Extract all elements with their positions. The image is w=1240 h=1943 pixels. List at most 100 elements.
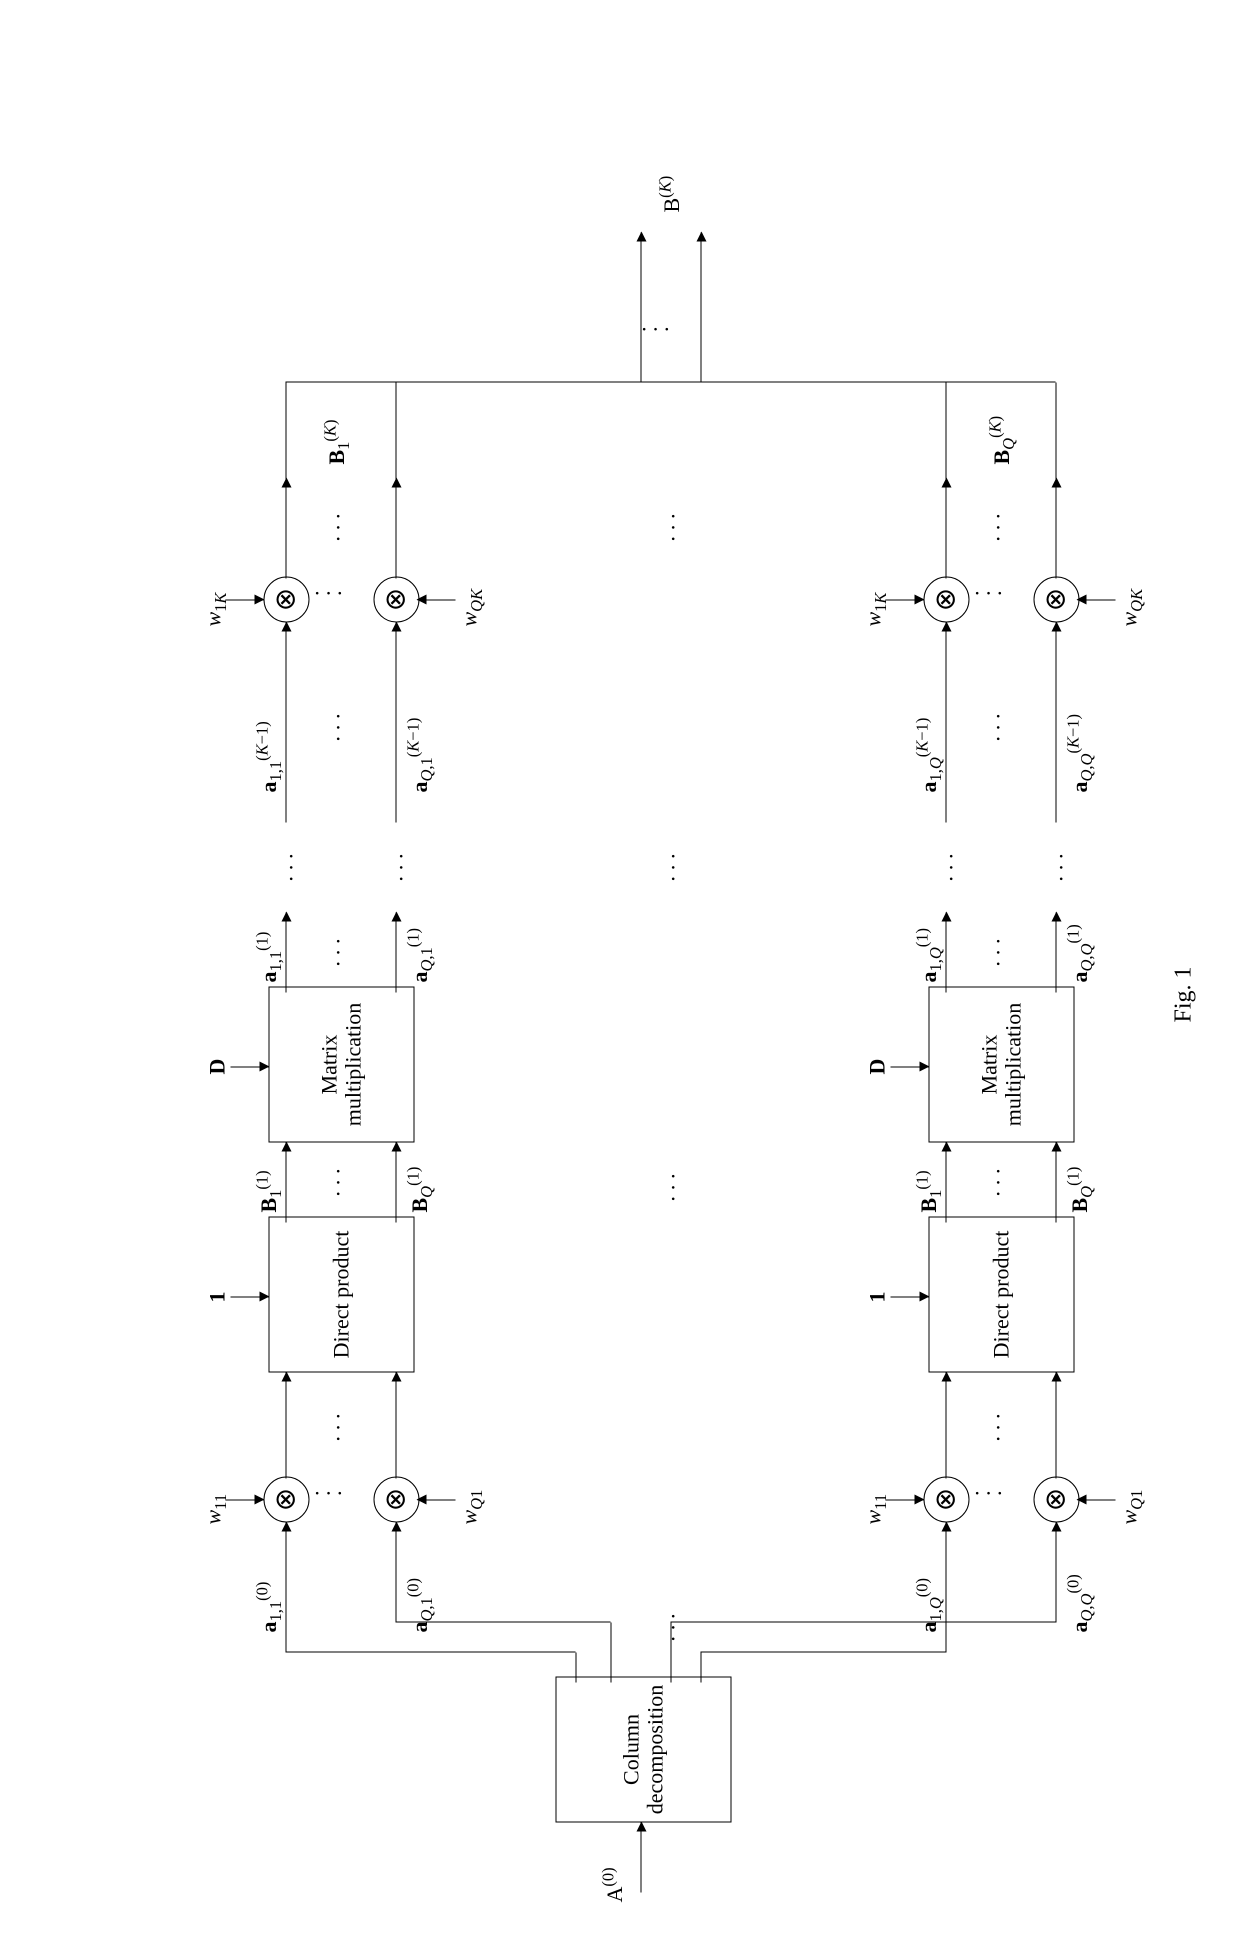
ellipsis-icon: ··· <box>326 1164 352 1198</box>
ellipsis-icon: ··· <box>986 934 1012 968</box>
ellipsis-icon: ··· <box>986 509 1012 543</box>
signal-BK-Q: BQ(K) <box>986 416 1020 465</box>
arrow <box>641 233 642 383</box>
ellipsis-icon: ··· <box>661 1169 687 1203</box>
input-label: A(0) <box>599 1867 628 1902</box>
ellipsis-icon: ··· <box>641 317 675 343</box>
multiply-icon: ⊗ <box>924 1477 970 1523</box>
signal-a0-Q1: aQ,1(0) <box>404 1578 438 1633</box>
ellipsis-icon: ··· <box>661 509 687 543</box>
ellipsis-icon: ··· <box>326 1409 352 1443</box>
arrow <box>396 1523 397 1623</box>
route-line <box>286 382 641 383</box>
mm-side-input-top: D <box>205 1059 231 1075</box>
arrow <box>231 1067 269 1068</box>
route-line <box>1056 383 1057 479</box>
signal-a1-1Q: a1,Q(1) <box>913 928 947 983</box>
signal-w11-bot: w11 <box>861 1494 891 1525</box>
ellipsis-icon: ··· <box>314 581 348 607</box>
arrow <box>946 1373 947 1479</box>
multiply-icon: ⊗ <box>374 577 420 623</box>
ellipsis-icon: ··· <box>326 934 352 968</box>
arrow <box>1056 1143 1057 1223</box>
route-line <box>701 1653 702 1683</box>
arrow <box>1056 1373 1057 1479</box>
ellipsis-icon: ··· <box>986 1164 1012 1198</box>
ellipsis-icon: ··· <box>939 849 965 883</box>
arrow <box>286 1373 287 1479</box>
arrow <box>226 1500 264 1501</box>
signal-wQK-bot: wQK <box>1117 589 1147 627</box>
multiply-icon: ⊗ <box>264 1477 310 1523</box>
column-decomposition-box: Column decomposition <box>556 1677 732 1823</box>
arrow <box>886 1500 924 1501</box>
route-line <box>611 1623 612 1683</box>
diagram-rotation-wrapper: A(0) Column decomposition a1,1(0) aQ,1(0… <box>1 0 1240 1943</box>
route-line <box>396 383 397 479</box>
signal-B1-1-top: B1(1) <box>253 1170 287 1212</box>
signal-wQ1-top: wQ1 <box>457 1490 487 1525</box>
dp-side-input-top: 1 <box>205 1292 231 1303</box>
signal-a0-QQ: aQ,Q(0) <box>1064 1574 1098 1632</box>
ellipsis-icon: ··· <box>1049 849 1075 883</box>
signal-wQK-top: wQK <box>457 589 487 627</box>
ellipsis-icon: ··· <box>314 1481 348 1507</box>
signal-a1-QQ: aQ,Q(1) <box>1064 924 1098 982</box>
ellipsis-icon: ··· <box>661 1609 687 1643</box>
figure-caption: Fig. 1 <box>1171 966 1198 1022</box>
ellipsis-icon: ··· <box>986 1409 1012 1443</box>
arrow <box>396 1143 397 1223</box>
arrow <box>701 233 702 383</box>
signal-wQ1-bot: wQ1 <box>1117 1490 1147 1525</box>
ellipsis-icon: ··· <box>661 849 687 883</box>
arrow <box>418 1500 456 1501</box>
route-line <box>576 1653 577 1683</box>
signal-a1-11: a1,1(1) <box>253 932 287 983</box>
direct-product-bot-box: Direct product <box>929 1217 1075 1373</box>
ellipsis-icon: ··· <box>326 509 352 543</box>
signal-a0-1Q: a1,Q(0) <box>913 1578 947 1633</box>
multiply-icon: ⊗ <box>1034 577 1080 623</box>
route-line <box>701 1652 946 1653</box>
signal-BK-1: B1(K) <box>321 420 355 465</box>
arrow <box>418 600 456 601</box>
signal-w1K-top: w1K <box>201 593 231 627</box>
route-line <box>671 1622 1056 1623</box>
arrow <box>396 479 397 579</box>
matrix-mult-bot-box: Matrix multiplication <box>929 987 1075 1143</box>
arrow-input <box>641 1823 642 1893</box>
ellipsis-icon: ··· <box>279 849 305 883</box>
signal-aKm1-1Q: a1,Q(K−1) <box>913 718 947 793</box>
arrow <box>1056 623 1057 823</box>
mm-side-input-bot: D <box>865 1059 891 1075</box>
arrow <box>396 623 397 823</box>
ellipsis-icon: ··· <box>974 1481 1008 1507</box>
arrow <box>1056 479 1057 579</box>
ellipsis-icon: ··· <box>389 849 415 883</box>
arrow <box>396 1373 397 1479</box>
matrix-mult-label: Matrix multiplication <box>317 990 365 1140</box>
arrow <box>1056 913 1057 993</box>
ellipsis-icon: ··· <box>326 709 352 743</box>
dp-side-input-bot: 1 <box>865 1292 891 1303</box>
signal-aKm1-QQ: aQ,Q(K−1) <box>1064 714 1098 793</box>
arrow <box>886 600 924 601</box>
arrow <box>1056 1523 1057 1623</box>
route-line <box>946 383 947 479</box>
direct-product-top-box: Direct product <box>269 1217 415 1373</box>
matrix-mult-top-box: Matrix multiplication <box>269 987 415 1143</box>
arrow <box>891 1067 929 1068</box>
arrow <box>1078 1500 1116 1501</box>
output-label: B(K) <box>656 176 685 213</box>
signal-a0-11: a1,1(0) <box>253 1582 287 1633</box>
matrix-mult-label: Matrix multiplication <box>977 990 1025 1140</box>
multiply-icon: ⊗ <box>1034 1477 1080 1523</box>
arrow <box>946 479 947 579</box>
signal-B1-Q-bot: BQ(1) <box>1064 1167 1098 1213</box>
route-line <box>641 382 1056 383</box>
arrow <box>286 479 287 579</box>
signal-B1-Q-top: BQ(1) <box>404 1167 438 1213</box>
arrow <box>226 600 264 601</box>
arrow <box>891 1297 929 1298</box>
figure-canvas: { "figure": { "caption": "Fig. 1", "widt… <box>0 0 1240 1943</box>
